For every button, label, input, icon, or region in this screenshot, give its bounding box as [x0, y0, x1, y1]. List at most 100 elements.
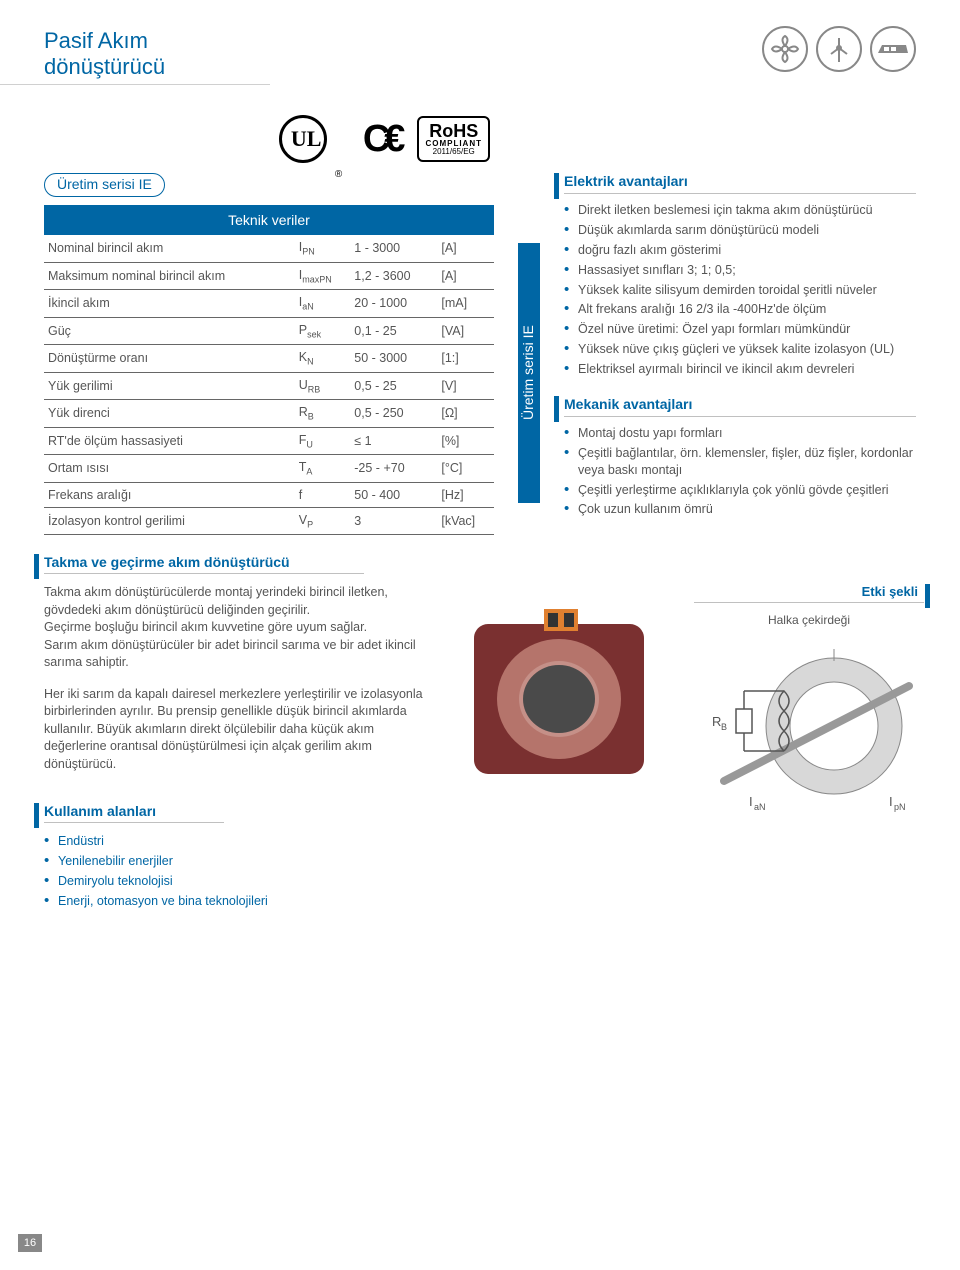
- list-item: Çeşitli yerleştirme açıklıklarıyla çok y…: [578, 482, 916, 499]
- list-item: Elektriksel ayırmalı birincil ve ikincil…: [578, 361, 916, 378]
- train-icon: [870, 26, 916, 72]
- spec-name: Frekans aralığı: [44, 482, 295, 507]
- spec-unit: [A]: [437, 235, 494, 262]
- vertical-series-tab: Üretim serisi IE: [518, 243, 540, 503]
- ce-logo: C€: [363, 118, 400, 161]
- rohs-badge: RoHS COMPLIANT 2011/65/EG: [417, 116, 490, 162]
- spec-unit: [kVac]: [437, 507, 494, 535]
- spec-symbol: IPN: [295, 235, 351, 262]
- spec-symbol: RB: [295, 400, 351, 428]
- spec-unit: [A]: [437, 262, 494, 290]
- effect-diagram-box: Etki şekli Halka çekirdeği R B: [694, 584, 924, 834]
- spec-unit: [%]: [437, 427, 494, 455]
- takma-paragraph-2: Her iki sarım da kapalı dairesel merkezl…: [44, 686, 424, 774]
- list-item: Çeşitli bağlantılar, örn. klemensler, fi…: [578, 445, 916, 479]
- spec-value: 1 - 3000: [350, 235, 437, 262]
- etki-head: Etki şekli: [694, 584, 924, 603]
- spec-row: Ortam ısısıTA-25 - +70[°C]: [44, 455, 494, 483]
- svg-text:pN: pN: [894, 802, 906, 812]
- spec-row: İkincil akımIaN20 - 1000[mA]: [44, 290, 494, 318]
- spec-row: RT'de ölçüm hassasiyetiFU≤ 1[%]: [44, 427, 494, 455]
- spec-name: Yük gerilimi: [44, 372, 295, 400]
- spec-row: Dönüştürme oranıKN50 - 3000[1:]: [44, 345, 494, 373]
- spec-name: İzolasyon kontrol gerilimi: [44, 507, 295, 535]
- spec-row: Maksimum nominal birincil akımImaxPN1,2 …: [44, 262, 494, 290]
- spec-value: 50 - 3000: [350, 345, 437, 373]
- spec-table-header: Teknik veriler: [44, 205, 494, 235]
- list-item: Yüksek nüve çıkış güçleri ve yüksek kali…: [578, 341, 916, 358]
- spec-name: Ortam ısısı: [44, 455, 295, 483]
- list-item: Çok uzun kullanım ömrü: [578, 501, 916, 518]
- spec-symbol: KN: [295, 345, 351, 373]
- advantages-column: Elektrik avantajları Direkt iletken besl…: [564, 173, 916, 536]
- spec-unit: [Ω]: [437, 400, 494, 428]
- spec-value: 50 - 400: [350, 482, 437, 507]
- electrical-advantages-list: Direkt iletken beslemesi için takma akım…: [564, 202, 916, 378]
- spec-symbol: VP: [295, 507, 351, 535]
- spec-row: GüçPsek0,1 - 25[VA]: [44, 317, 494, 345]
- takma-head: Takma ve geçirme akım dönüştürücü: [44, 554, 364, 574]
- spec-name: Nominal birincil akım: [44, 235, 295, 262]
- list-item: Hassasiyet sınıfları 3; 1; 0,5;: [578, 262, 916, 279]
- windmill-icon: [816, 26, 862, 72]
- spec-row: Frekans aralığıf50 - 400[Hz]: [44, 482, 494, 507]
- spec-row: Yük gerilimiURB0,5 - 25[V]: [44, 372, 494, 400]
- certification-row: C€ RoHS COMPLIANT 2011/65/EG: [0, 115, 960, 163]
- fan-icon: [762, 26, 808, 72]
- spec-symbol: ImaxPN: [295, 262, 351, 290]
- usage-head: Kullanım alanları: [44, 803, 224, 823]
- list-item: Enerji, otomasyon ve bina teknolojileri: [58, 893, 424, 910]
- spec-row: İzolasyon kontrol gerilimiVP3[kVac]: [44, 507, 494, 535]
- spec-value: 0,5 - 250: [350, 400, 437, 428]
- product-photo: [454, 594, 664, 794]
- halka-label: Halka çekirdeği: [694, 613, 924, 627]
- svg-text:aN: aN: [754, 802, 766, 812]
- spec-value: ≤ 1: [350, 427, 437, 455]
- svg-text:R: R: [712, 714, 721, 729]
- spec-value: 1,2 - 3600: [350, 262, 437, 290]
- spec-name: RT'de ölçüm hassasiyeti: [44, 427, 295, 455]
- rohs-title: RoHS: [425, 122, 482, 140]
- spec-name: Maksimum nominal birincil akım: [44, 262, 295, 290]
- description-text-col: Takma akım dönüştürücülerde montaj yerin…: [44, 584, 424, 928]
- spec-name: Güç: [44, 317, 295, 345]
- spec-table: Teknik veriler Nominal birincil akımIPN1…: [44, 205, 494, 535]
- rohs-directive: 2011/65/EG: [425, 148, 482, 156]
- spec-unit: [Hz]: [437, 482, 494, 507]
- list-item: Özel nüve üretimi: Özel yapı formları mü…: [578, 321, 916, 338]
- spec-symbol: IaN: [295, 290, 351, 318]
- ul-logo: [279, 115, 327, 163]
- page-number: 16: [18, 1234, 42, 1252]
- spec-value: 0,1 - 25: [350, 317, 437, 345]
- effect-diagram: R B I aN I pN: [694, 631, 924, 831]
- list-item: doğru fazlı akım gösterimi: [578, 242, 916, 259]
- usage-list: Endüstri Yenilenebilir enerjiler Demiryolu…: [44, 833, 424, 910]
- spec-value: 3: [350, 507, 437, 535]
- svg-text:I: I: [889, 794, 893, 809]
- list-item: Endüstri: [58, 833, 424, 850]
- list-item: Direkt iletken beslemesi için takma akım…: [578, 202, 916, 219]
- spec-unit: [VA]: [437, 317, 494, 345]
- spec-symbol: Psek: [295, 317, 351, 345]
- description-section: Takma ve geçirme akım dönüştürücü Takma …: [0, 536, 960, 928]
- spec-value: -25 - +70: [350, 455, 437, 483]
- spec-value: 20 - 1000: [350, 290, 437, 318]
- list-item: Yüksek kalite silisyum demirden toroidal…: [578, 282, 916, 299]
- spec-symbol: TA: [295, 455, 351, 483]
- spec-name: İkincil akım: [44, 290, 295, 318]
- top-icon-row: [762, 26, 916, 72]
- spec-symbol: FU: [295, 427, 351, 455]
- mechanical-advantages-head: Mekanik avantajları: [564, 396, 916, 417]
- takma-paragraph-1: Takma akım dönüştürücülerde montaj yerin…: [44, 584, 424, 672]
- spec-symbol: f: [295, 482, 351, 507]
- spec-unit: [mA]: [437, 290, 494, 318]
- spec-unit: [°C]: [437, 455, 494, 483]
- spec-value: 0,5 - 25: [350, 372, 437, 400]
- list-item: Yenilenebilir enerjiler: [58, 853, 424, 870]
- spec-column: Üretim serisi IE Teknik veriler Nominal …: [44, 173, 494, 535]
- list-item: Düşük akımlarda sarım dönüştürücü modeli: [578, 222, 916, 239]
- list-item: Demiryolu teknolojisi: [58, 873, 424, 890]
- svg-text:I: I: [749, 794, 753, 809]
- spec-name: Dönüştürme oranı: [44, 345, 295, 373]
- spec-row: Nominal birincil akımIPN1 - 3000[A]: [44, 235, 494, 262]
